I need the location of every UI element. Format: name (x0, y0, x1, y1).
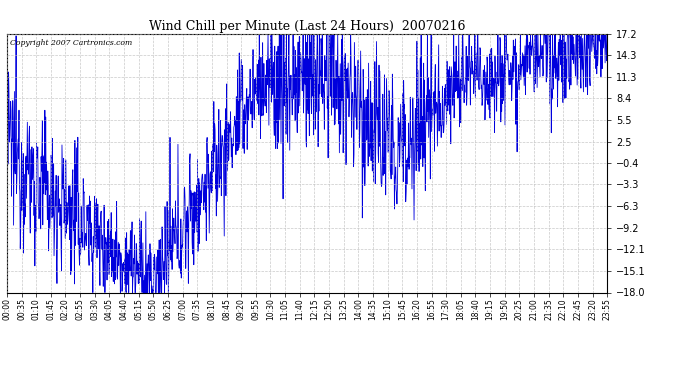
Title: Wind Chill per Minute (Last 24 Hours)  20070216: Wind Chill per Minute (Last 24 Hours) 20… (149, 20, 465, 33)
Text: Copyright 2007 Cartronics.com: Copyright 2007 Cartronics.com (10, 39, 132, 47)
